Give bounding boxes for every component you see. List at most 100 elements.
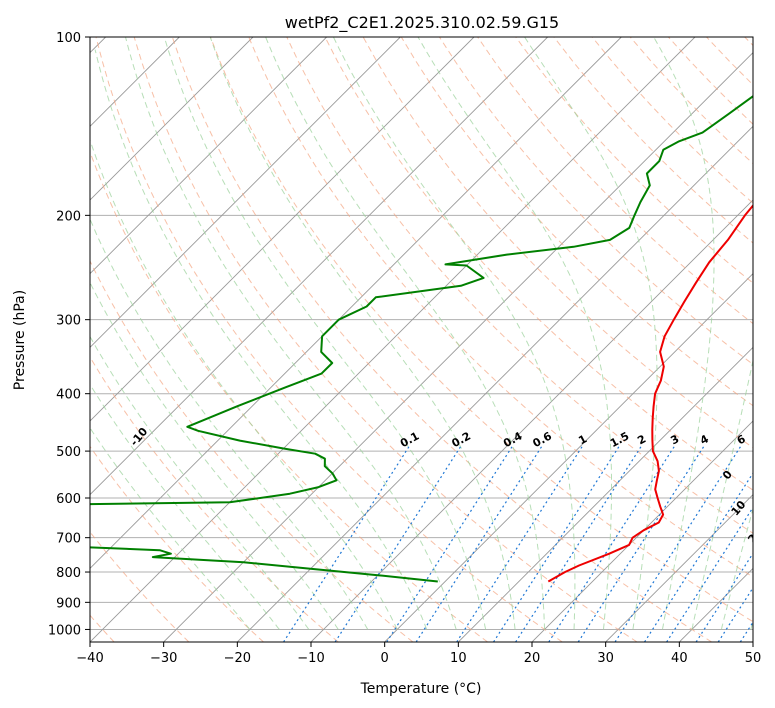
isotherm-line: [679, 567, 753, 642]
y-tick-label: 200: [56, 209, 81, 224]
mixing-ratio-line: [386, 445, 514, 642]
moist-adiabat-label: 10: [729, 498, 749, 518]
temperature-trace: [547, 203, 753, 583]
moist-adiabat: [524, 37, 658, 630]
mixing-ratio-label: 0.6: [531, 429, 555, 450]
dry-adiabat: [90, 259, 414, 642]
y-tick-label: 700: [56, 532, 81, 547]
isotherm-line: [90, 37, 327, 275]
moist-adiabat: [90, 217, 369, 630]
moist-adiabat: [90, 427, 251, 630]
isotherm-line: [752, 641, 753, 642]
y-axis-label: Pressure (hPa): [12, 290, 28, 390]
x-tick-label: −20: [224, 651, 251, 666]
isotherm-line: [90, 37, 696, 642]
dry-adiabat: [210, 37, 753, 623]
isotherm-line: [90, 37, 475, 422]
dry-adiabat: [133, 37, 638, 642]
dry-adiabat: [171, 37, 712, 642]
moist-adiabat: [163, 37, 487, 630]
y-tick-label: 100: [56, 31, 81, 46]
mixing-ratio-line: [493, 445, 620, 642]
dry-adiabat: [438, 37, 753, 366]
dry-adiabat: [591, 37, 753, 204]
moist-adiabat: [125, 37, 457, 630]
y-tick-label: 600: [56, 492, 81, 507]
moist-adiabat: [90, 383, 280, 630]
moist-adiabat: [720, 506, 753, 630]
dry-adiabat: [95, 37, 563, 642]
dry-adiabat-label: -10: [128, 425, 151, 449]
isotherm-line: [531, 420, 753, 642]
moist-adiabat-label: 30: [765, 550, 775, 570]
dry-adiabat: [515, 37, 753, 284]
isotherm-line: [237, 125, 753, 642]
mixing-ratio-line: [456, 445, 584, 642]
x-tick-label: −30: [150, 651, 177, 666]
y-tick-label: 300: [56, 314, 81, 329]
mixing-ratio-label: 0.1: [398, 429, 421, 450]
isotherm-line: [90, 37, 622, 569]
sounding-traces: [90, 94, 753, 583]
isotherm-line: [605, 494, 753, 642]
dry-adiabat: [744, 37, 753, 47]
isotherm-line: [90, 37, 254, 201]
background-lines: [90, 37, 753, 642]
moist-adiabat: [94, 49, 428, 630]
mixing-ratio-label: 6: [735, 432, 748, 447]
mixing-ratio-line: [739, 621, 753, 642]
isotherm-line: [310, 199, 753, 642]
mixing-ratio-label: 3: [668, 432, 681, 447]
y-tick-label: 800: [56, 566, 81, 581]
y-tick-label: 500: [56, 445, 81, 460]
x-tick-label: 10: [450, 651, 467, 666]
moist-adiabat: [417, 37, 612, 630]
x-tick-label: 0: [381, 651, 389, 666]
isotherm-line: [90, 37, 401, 348]
x-tick-label: −10: [297, 651, 324, 666]
mixing-ratio-line: [334, 445, 462, 642]
x-tick-label: −40: [76, 651, 103, 666]
moist-adiabat: [90, 335, 310, 630]
dry-adiabat: [477, 37, 753, 325]
mixing-ratio-line: [515, 445, 643, 642]
chart-title: wetPf2_C2E1.2025.310.02.59.G15: [285, 13, 559, 33]
dry-adiabat: [248, 37, 753, 578]
mixing-ratio-label: 4: [698, 432, 711, 447]
mixing-ratio-line: [283, 445, 411, 642]
mixing-ratio-label: 8: [764, 432, 775, 447]
dry-adiabat: [668, 37, 753, 125]
moist-adiabat: [691, 358, 753, 630]
mixing-ratio-label: 0.4: [501, 429, 525, 450]
moist-adiabat: [653, 37, 715, 630]
dry-adiabat: [90, 356, 339, 642]
x-tick-label: 50: [745, 651, 762, 666]
moist-adiabat: [90, 138, 398, 630]
mixing-ratio-label: 1.5: [608, 429, 631, 450]
mixing-ratio-line: [577, 445, 705, 642]
y-tick-label: 1000: [48, 623, 81, 638]
isotherm-line: [384, 273, 753, 642]
dry-adiabat: [90, 445, 264, 642]
mixing-ratio-label: 0.2: [450, 429, 473, 450]
x-tick-label: 30: [597, 651, 614, 666]
isotherm-line: [163, 52, 753, 642]
moist-adiabat-label: 0: [720, 468, 735, 482]
isotherm-line: [458, 346, 753, 642]
mixing-ratio-label: 2: [635, 432, 648, 447]
dry-adiabat: [324, 37, 753, 491]
dry-adiabat: [286, 37, 753, 534]
x-tick-label: 20: [524, 651, 541, 666]
x-axis-label: Temperature (°C): [360, 681, 482, 697]
y-tick-label: 900: [56, 596, 81, 611]
y-tick-label: 400: [56, 388, 81, 403]
moist-adiabat: [750, 619, 753, 630]
moist-adiabat: [209, 37, 516, 630]
mixing-ratio-line: [644, 472, 753, 642]
plot-frame: [89, 36, 754, 643]
dry-adiabat: [90, 150, 488, 642]
moist-adiabat: [265, 37, 546, 630]
x-tick-label: 40: [671, 651, 688, 666]
moist-adiabat-label: 20: [745, 525, 765, 545]
